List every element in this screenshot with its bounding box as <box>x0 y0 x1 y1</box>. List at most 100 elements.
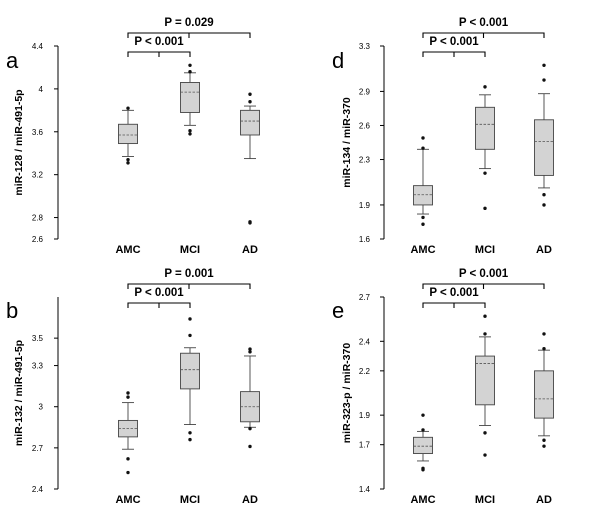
y-tick-label: 2.7 <box>359 293 371 302</box>
y-tick-label: 1.9 <box>359 201 371 210</box>
outlier-point <box>248 220 252 224</box>
box-ad <box>534 119 554 176</box>
significance-label: P < 0.001 <box>429 287 479 299</box>
outlier-point <box>248 350 252 354</box>
significance-label: P < 0.001 <box>429 36 479 48</box>
y-tick-label: 2.3 <box>359 156 371 165</box>
x-category-label: AD <box>242 494 258 506</box>
y-tick-label: 3.5 <box>32 334 44 343</box>
x-category-label: AMC <box>115 244 140 256</box>
y-tick-label: 2.6 <box>359 121 371 130</box>
panel-letter: b <box>6 298 18 323</box>
outlier-point <box>483 171 487 175</box>
outlier-point <box>248 347 252 351</box>
outlier-point <box>126 391 130 395</box>
outlier-point <box>126 157 130 162</box>
y-tick-label: 3.3 <box>359 42 371 51</box>
significance-label: P < 0.001 <box>134 36 184 48</box>
panel-letter: d <box>332 48 344 73</box>
y-tick-label: 1.9 <box>359 411 371 420</box>
box-mci <box>475 106 495 150</box>
outlier-point <box>542 63 546 67</box>
y-axis-title: miR-128 / miR-491-5p <box>13 89 25 195</box>
significance-label: P < 0.001 <box>134 287 184 299</box>
outlier-point <box>126 470 130 475</box>
outlier-point <box>542 78 546 82</box>
outlier-point <box>542 203 546 207</box>
box-amc <box>413 185 433 206</box>
outlier-point <box>126 106 130 110</box>
box-ad <box>240 109 260 136</box>
y-tick-label: 2.9 <box>359 87 371 96</box>
y-tick-label: 3 <box>39 403 44 412</box>
outlier-point <box>483 431 487 435</box>
outlier-point <box>188 129 192 133</box>
outlier-point <box>188 70 192 74</box>
box-mci <box>180 82 200 113</box>
outlier-point <box>188 437 192 442</box>
outlier-point <box>483 85 487 89</box>
box-mci <box>180 352 200 390</box>
outlier-point <box>483 206 487 211</box>
outlier-point <box>188 132 192 136</box>
x-category-label: AD <box>536 494 552 506</box>
x-category-label: MCI <box>180 244 200 256</box>
significance-label: P = 0.029 <box>164 17 213 29</box>
outlier-point <box>483 314 487 318</box>
y-tick-label: 2.6 <box>32 235 44 244</box>
box-mci <box>475 355 495 406</box>
panel-letter: a <box>6 48 19 73</box>
outlier-point <box>483 453 487 457</box>
y-tick-label: 3.3 <box>32 362 44 371</box>
outlier-point <box>542 193 546 197</box>
box-ad <box>534 370 554 419</box>
y-axis-title: miR-323-p / miR-370 <box>341 343 353 444</box>
outlier-point <box>421 468 425 472</box>
x-category-label: MCI <box>475 494 495 506</box>
outlier-point <box>542 438 546 442</box>
x-category-label: AMC <box>410 244 435 256</box>
outlier-point <box>188 431 192 435</box>
outlier-point <box>421 428 425 432</box>
outlier-point <box>248 444 252 449</box>
y-tick-label: 4.4 <box>32 42 44 51</box>
outlier-point <box>542 346 546 351</box>
box-amc <box>413 436 433 455</box>
x-category-label: MCI <box>180 494 200 506</box>
outlier-point <box>188 317 192 321</box>
significance-label: P = 0.001 <box>164 268 214 280</box>
y-tick-label: 3.2 <box>32 171 44 180</box>
y-tick-label: 2.4 <box>359 337 371 346</box>
x-category-label: AMC <box>115 494 140 506</box>
x-category-label: MCI <box>475 244 495 256</box>
y-tick-label: 3.6 <box>32 128 44 137</box>
y-tick-label: 2.8 <box>32 214 44 223</box>
y-axis-title: miR-134 / miR-370 <box>341 97 353 188</box>
y-tick-label: 2.7 <box>32 444 44 453</box>
y-tick-label: 2.2 <box>359 367 371 376</box>
outlier-point <box>483 332 487 336</box>
outlier-point <box>542 444 546 448</box>
box-amc <box>118 123 138 145</box>
outlier-point <box>542 332 546 336</box>
y-axis-title: miR-132 / miR-491-5p <box>13 340 25 446</box>
outlier-point <box>188 63 192 67</box>
panel-letter: e <box>332 298 344 323</box>
significance-label: P < 0.001 <box>459 268 509 280</box>
outlier-point <box>248 92 252 96</box>
outlier-point <box>248 100 252 104</box>
outlier-point <box>421 413 425 417</box>
outlier-point <box>421 146 425 150</box>
y-tick-label: 2.4 <box>32 485 44 494</box>
x-category-label: AMC <box>410 494 435 506</box>
outlier-point <box>126 457 130 461</box>
outlier-point <box>126 395 130 399</box>
y-tick-label: 1.4 <box>359 485 371 494</box>
outlier-point <box>188 333 192 338</box>
y-tick-label: 1.6 <box>359 235 371 244</box>
outlier-point <box>421 136 425 140</box>
outlier-point <box>248 426 252 431</box>
outlier-point <box>126 161 130 165</box>
x-category-label: AD <box>242 244 258 256</box>
